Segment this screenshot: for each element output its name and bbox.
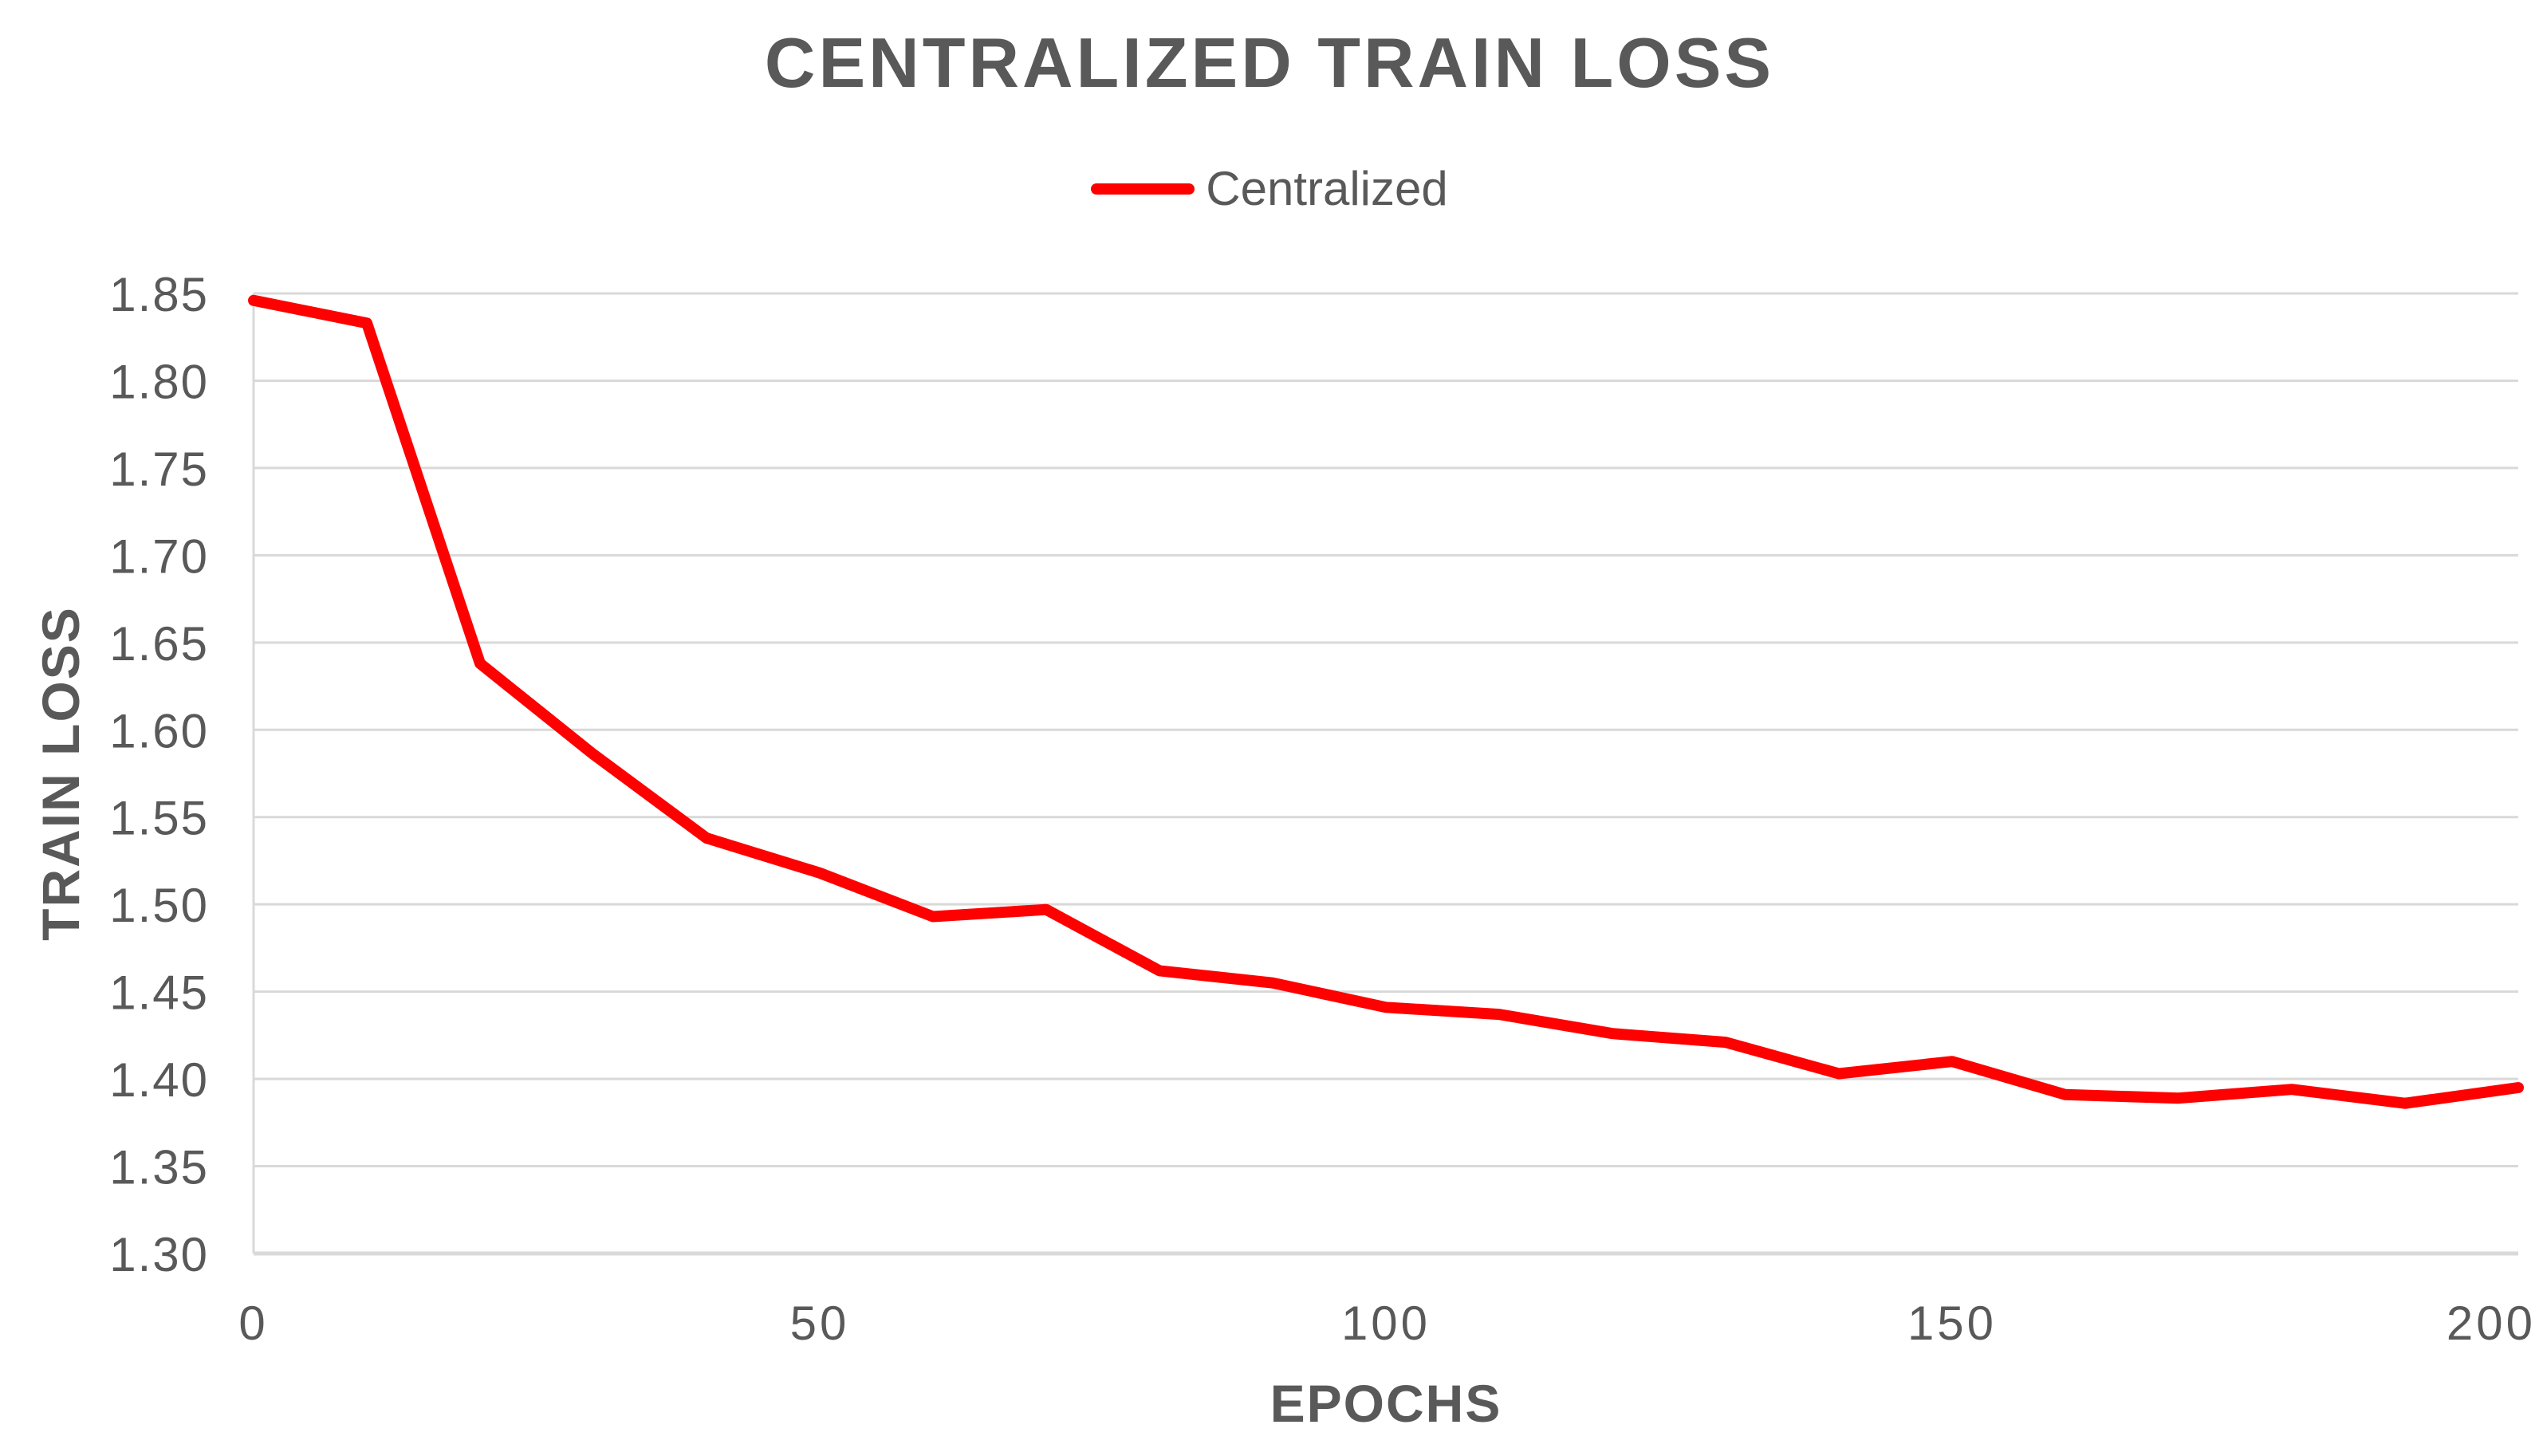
legend-line-swatch-icon: [1091, 183, 1195, 195]
y-tick-label: 1.65: [109, 617, 209, 671]
y-tick-label: 1.50: [109, 879, 209, 932]
y-tick-label: 1.40: [109, 1053, 209, 1107]
y-tick-label: 1.45: [109, 966, 209, 1020]
x-tick-label: 200: [2446, 1297, 2536, 1350]
x-tick-label: 0: [238, 1297, 268, 1350]
x-axis-title: EPOCHS: [1270, 1374, 1502, 1433]
y-tick-labels: 1.30 1.35 1.40 1.45 1.50 1.55 1.60 1.65 1.70 1.75…: [109, 268, 209, 1281]
legend-label-centralized: Centralized: [1206, 162, 1448, 215]
axes: [252, 293, 2518, 1256]
y-tick-label: 1.55: [109, 792, 209, 845]
x-tick-label: 50: [790, 1297, 850, 1350]
chart-title: CENTRALIZED TRAIN LOSS: [764, 23, 1775, 102]
y-tick-label: 1.30: [109, 1228, 209, 1281]
x-tick-label: 100: [1341, 1297, 1431, 1350]
y-tick-label: 1.35: [109, 1141, 209, 1194]
y-tick-label: 1.60: [109, 704, 209, 758]
y-tick-label: 1.85: [109, 268, 209, 321]
y-tick-label: 1.70: [109, 529, 209, 583]
legend: Centralized: [0, 161, 2539, 216]
series-line-centralized: [248, 294, 2524, 1109]
gridlines: [254, 292, 2518, 1168]
y-tick-label: 1.80: [109, 355, 209, 408]
y-tick-label: 1.75: [109, 443, 209, 496]
x-tick-label: 150: [1907, 1297, 1997, 1350]
x-tick-labels: 0 50 100 150 200: [238, 1297, 2536, 1350]
